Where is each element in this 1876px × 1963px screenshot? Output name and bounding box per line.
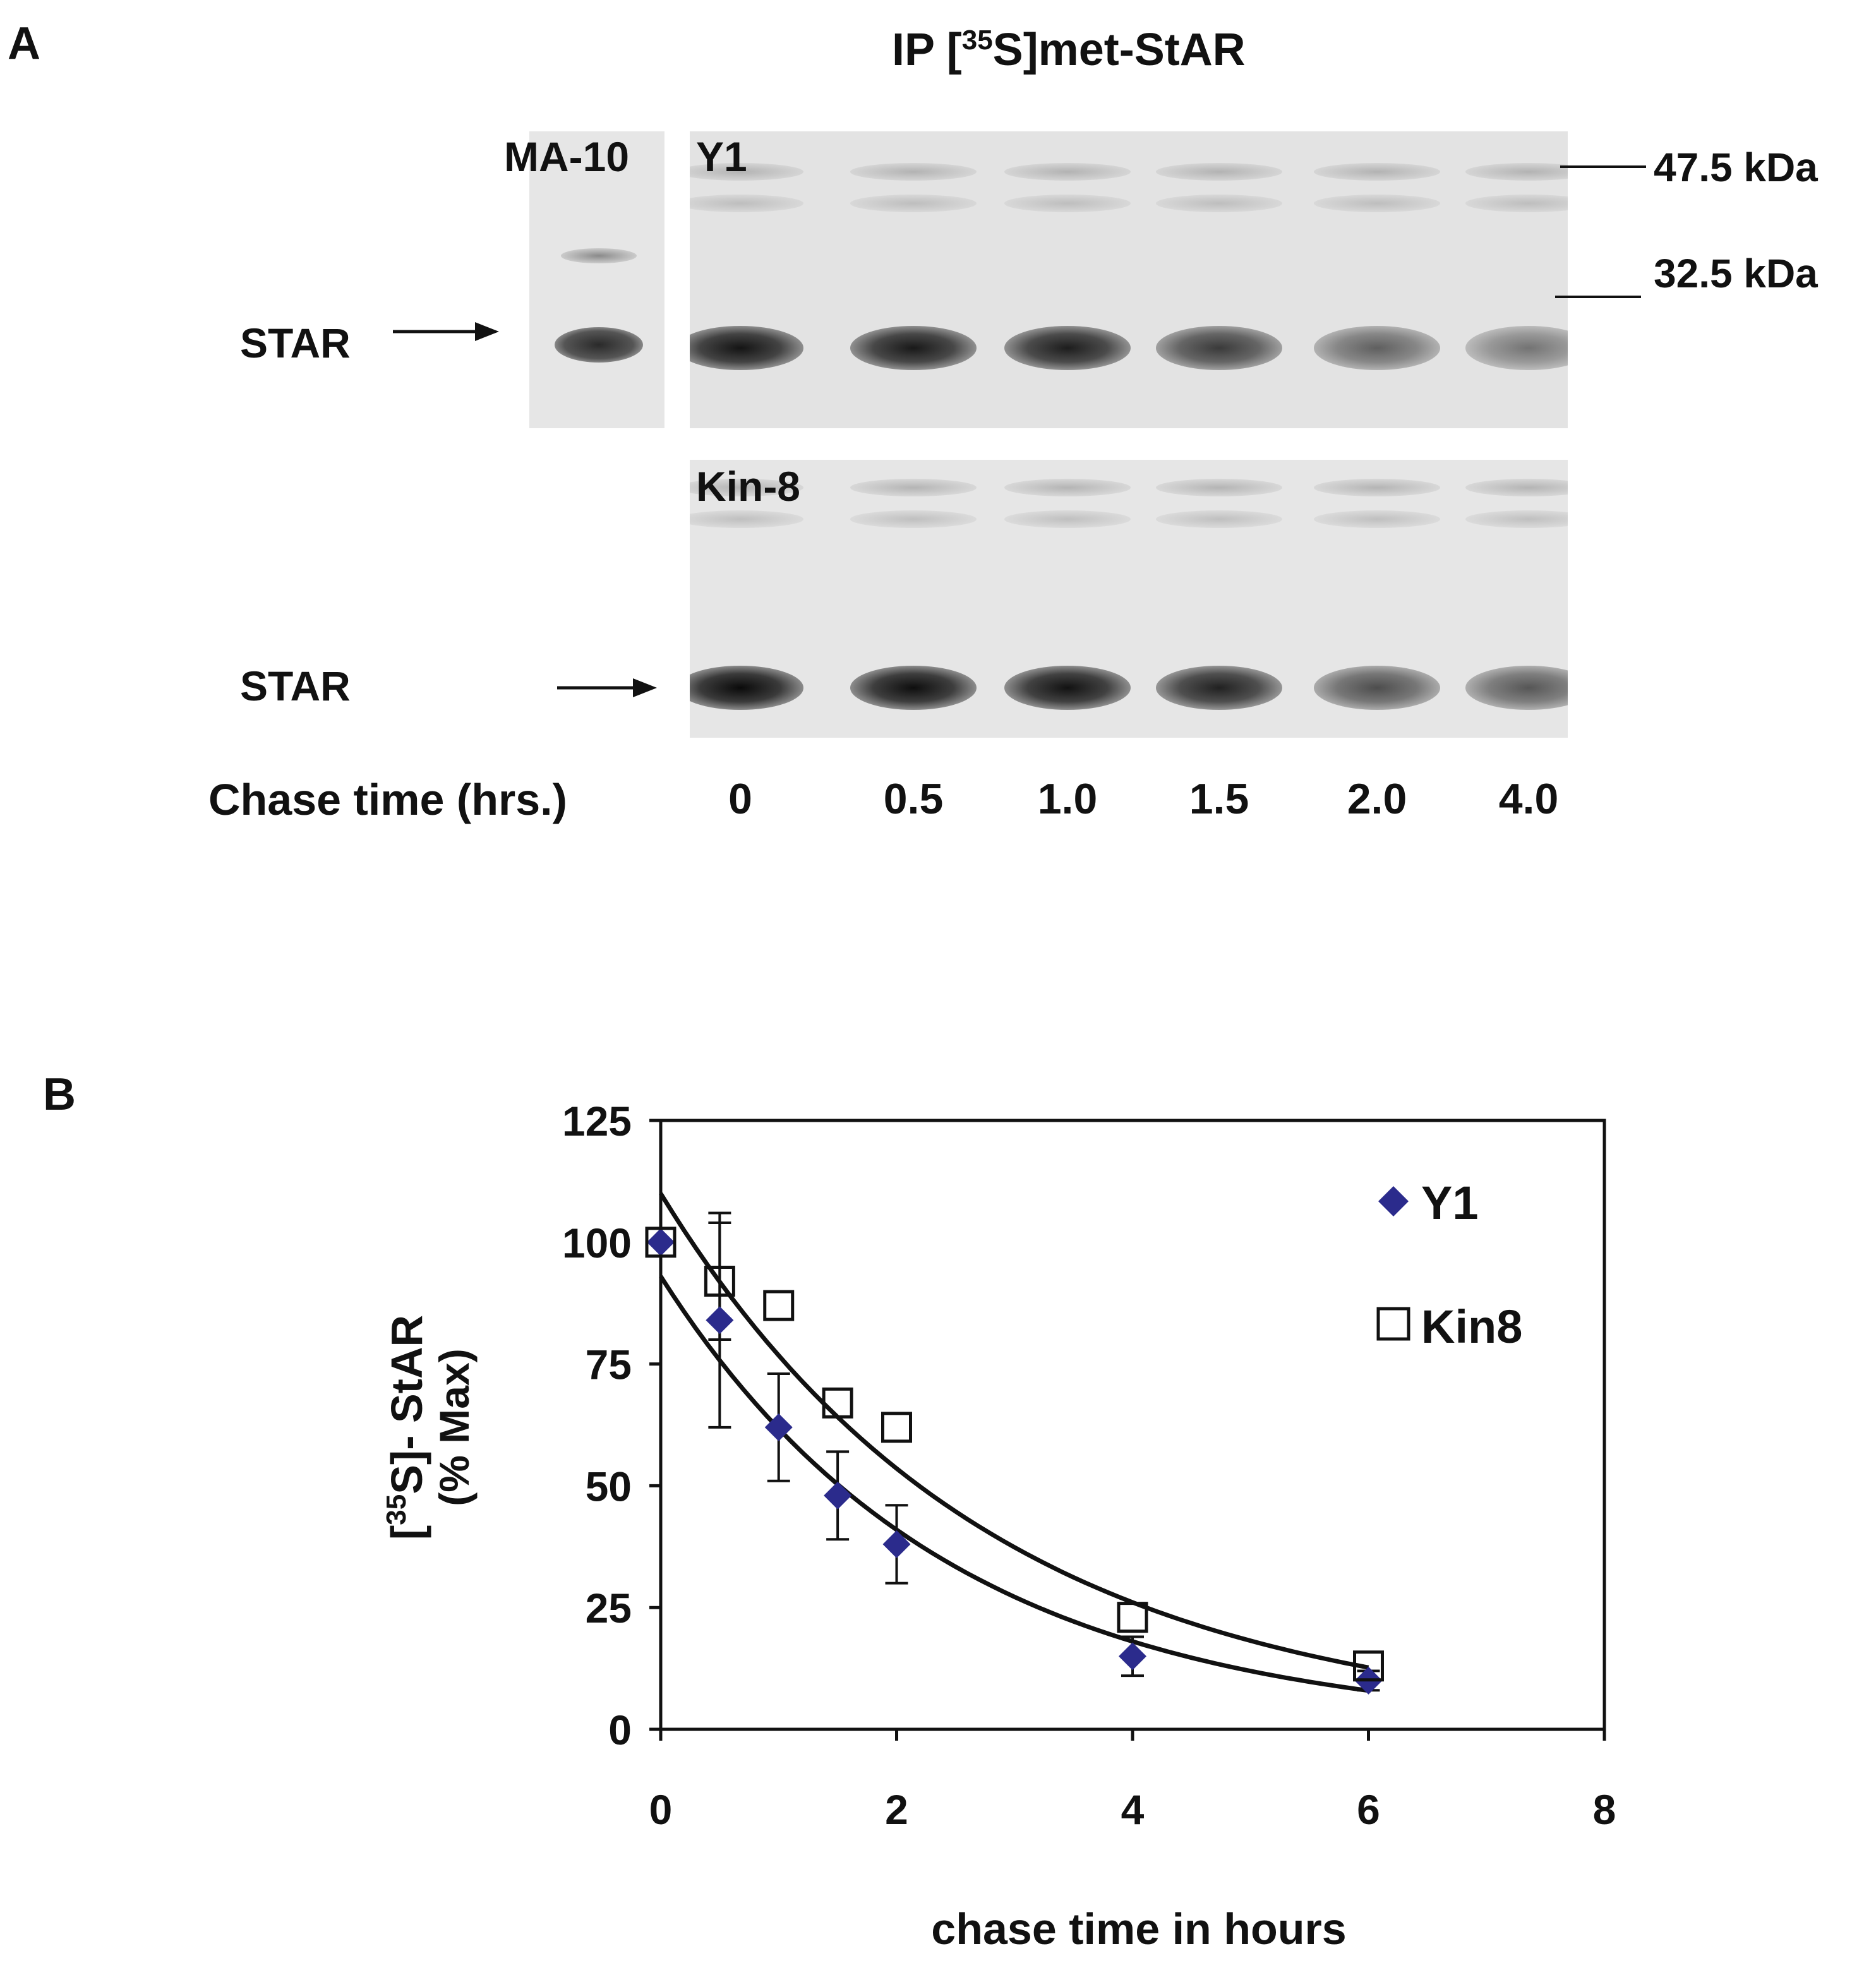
kin8-lane-faint-band	[1465, 510, 1568, 528]
y1-lane-band	[1004, 326, 1131, 370]
x-tick-label: 0	[649, 1786, 673, 1833]
gel-kin8	[690, 460, 1568, 738]
kin8-lane-faint-band	[690, 510, 803, 528]
kin8-lane-faint-band	[1004, 510, 1131, 528]
panel-a-title-suffix: S]met-StAR	[992, 25, 1246, 75]
y1-point	[647, 1228, 675, 1256]
chase-time-value: 2.0	[1347, 775, 1407, 823]
kin8-lane-band	[1465, 666, 1568, 710]
star-arrow-bottom-icon	[557, 678, 657, 697]
y1-lane-faint-band	[1156, 163, 1282, 181]
chase-time-value: 1.0	[1037, 775, 1098, 823]
y1-point	[706, 1306, 734, 1335]
kin8-point	[1353, 1650, 1384, 1682]
y1-gel-label: Y1	[696, 133, 747, 180]
panel-a-letter: A	[8, 18, 40, 69]
x-axis-label: chase time in hours	[931, 1904, 1346, 1954]
star-arrow-top-icon	[393, 322, 499, 341]
legend-kin8-marker	[1376, 1307, 1410, 1341]
y1-lane-faint-band	[1314, 163, 1440, 181]
y1-lane-faint-band	[850, 195, 977, 212]
ma10-faint-band	[561, 248, 637, 263]
y1-lane-faint-band	[1156, 195, 1282, 212]
kin8-gel-label: Kin-8	[696, 463, 800, 510]
marker-32-label: 32.5 kDa	[1654, 251, 1818, 296]
y1-lane-faint-band	[1314, 195, 1440, 212]
y-tick-label: 50	[586, 1463, 632, 1510]
kin8-lane-faint-band	[690, 479, 803, 496]
y-tick-label: 100	[562, 1220, 632, 1266]
marker-47-line	[1560, 165, 1646, 168]
y1-lane-faint-band	[690, 163, 803, 181]
kin8-point	[704, 1265, 735, 1297]
x-tick-label: 8	[1593, 1786, 1616, 1833]
kin8-lane-faint-band	[850, 510, 977, 528]
kin8-point	[881, 1412, 912, 1443]
legend-y1-label: Y1	[1421, 1177, 1479, 1229]
y1-point	[764, 1413, 793, 1441]
chase-time-label: Chase time (hrs.)	[208, 775, 567, 824]
ma10-star-band	[555, 327, 643, 363]
marker-32-line	[1555, 296, 1641, 298]
y1-point	[824, 1481, 852, 1510]
y1-lane-faint-band	[690, 195, 803, 212]
kin8-lane-faint-band	[850, 479, 977, 496]
marker-47-label: 47.5 kDa	[1654, 145, 1818, 190]
kin8-point	[1117, 1602, 1148, 1633]
chase-time-value: 1.5	[1189, 775, 1249, 823]
y1-lane-faint-band	[1004, 195, 1131, 212]
y-tick-label: 25	[586, 1585, 632, 1631]
y1-lane-band	[850, 326, 977, 370]
y1-lane-faint-band	[1004, 163, 1131, 181]
x-tick-label: 6	[1357, 1786, 1380, 1833]
y-axis-label-line1: [35S]- StAR	[381, 1315, 431, 1540]
panel-a-title-prefix: IP [	[892, 25, 962, 75]
kin8-lane-faint-band	[1156, 510, 1282, 528]
panel-b-letter: B	[43, 1069, 76, 1120]
star-label-top: STAR	[240, 320, 351, 366]
chase-time-value: 0	[728, 775, 752, 823]
chase-time-value: 0.5	[883, 775, 944, 823]
kin8-lane-faint-band	[1314, 479, 1440, 496]
kin8-point	[822, 1387, 853, 1419]
y1-lane-band	[1314, 326, 1440, 370]
y-tick-label: 0	[608, 1707, 632, 1753]
kin8-lane-faint-band	[1156, 479, 1282, 496]
kin8-point	[645, 1227, 676, 1258]
y1-lane-band	[690, 326, 803, 370]
kin8-lane-faint-band	[1314, 510, 1440, 528]
panel-a-title-sup: 35	[961, 25, 993, 56]
x-tick-label: 2	[885, 1786, 908, 1833]
kin8-lane-faint-band	[1465, 479, 1568, 496]
y1-lane-faint-band	[1465, 163, 1568, 181]
kin8-lane-band	[1314, 666, 1440, 710]
y1-lane-faint-band	[850, 163, 977, 181]
legend-y1-marker	[1378, 1186, 1409, 1216]
panel-a-title: IP [35S]met-StAR	[892, 24, 1246, 76]
star-label-bottom: STAR	[240, 663, 351, 709]
y1-lane-band	[1465, 326, 1568, 370]
y1-point	[1119, 1642, 1146, 1671]
fit-curve-kin8	[659, 1192, 1369, 1670]
y-axis-label-line2: (% Max)	[431, 1348, 478, 1506]
kin8-lane-band	[1156, 666, 1282, 710]
x-tick-label: 4	[1121, 1786, 1145, 1833]
y1-point	[882, 1530, 911, 1558]
kin8-lane-faint-band	[1004, 479, 1131, 496]
y-axis-label: [35S]- StAR (% Max)	[381, 1315, 478, 1540]
legend-kin8-label: Kin8	[1421, 1300, 1522, 1353]
kin8-lane-band	[850, 666, 977, 710]
y-tick-label: 75	[586, 1342, 632, 1388]
chase-time-value: 4.0	[1498, 775, 1559, 823]
kin8-lane-band	[690, 666, 803, 710]
y1-lane-faint-band	[1465, 195, 1568, 212]
gel-y1	[690, 131, 1568, 428]
ma10-label: MA-10	[504, 133, 630, 180]
y-tick-label: 125	[562, 1098, 632, 1144]
kin8-point	[763, 1290, 795, 1321]
y1-lane-band	[1156, 326, 1282, 370]
gel-ma10	[529, 131, 664, 428]
kin8-lane-band	[1004, 666, 1131, 710]
